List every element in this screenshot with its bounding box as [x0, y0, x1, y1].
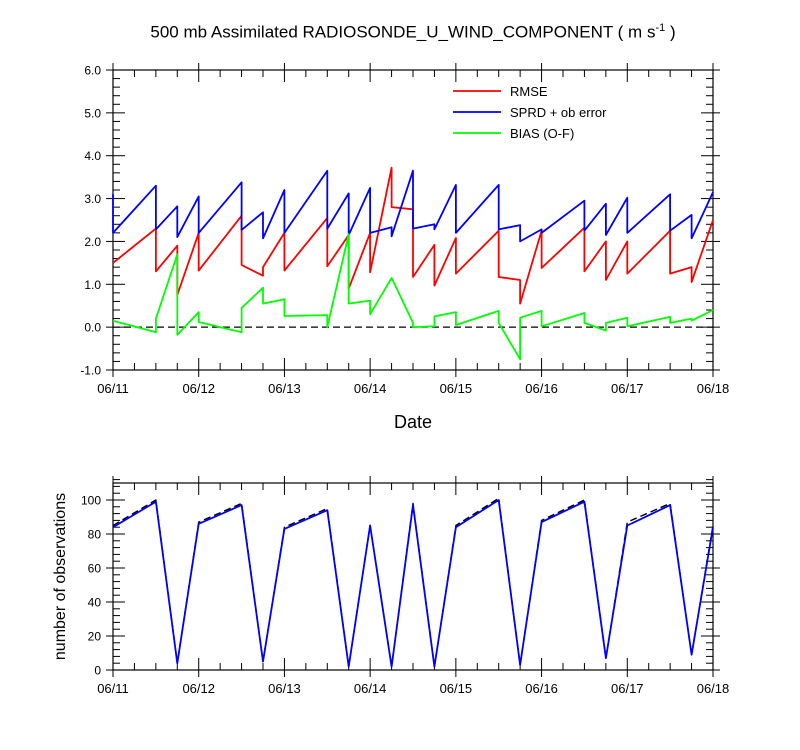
chart-title-unit-exponent: -1: [655, 22, 666, 34]
y-tick-label: 40: [88, 596, 102, 610]
x-tick-label: 06/16: [525, 681, 558, 696]
legend-label: BIAS (O-F): [510, 126, 574, 141]
x-tick-label: 06/17: [611, 381, 644, 396]
bottom-chart: 06/11 06/12 06/13 06/14 06/15 06/16 06/17 06/18…: [52, 476, 729, 696]
top-chart: 06/11 06/12 06/13 06/14 06/15 06/16 06/17 06/18…: [80, 63, 729, 432]
chart-title: 500 mb Assimilated RADIOSONDE_U_WIND_COM…: [0, 22, 800, 43]
x-tick-label: 06/13: [268, 381, 301, 396]
series-line-sprd-ob-error: [112, 169, 714, 243]
y-tick-label: 6.0: [84, 64, 101, 78]
y-tick-label: -1.0: [80, 364, 101, 378]
legend-label: SPRD + ob error: [510, 105, 607, 120]
series-line-used-observations: [112, 499, 714, 668]
x-tick-label: 06/17: [611, 681, 644, 696]
x-tick-label: 06/14: [354, 681, 387, 696]
x-tick-label: 06/16: [525, 381, 558, 396]
y-tick-label: 60: [88, 562, 102, 576]
y-tick-label: 1.0: [84, 278, 101, 292]
x-tick-label: 06/18: [697, 681, 730, 696]
series-line-possible-observations: [112, 497, 714, 668]
x-axis-label: Date: [394, 412, 432, 432]
x-tick-label: 06/15: [440, 381, 473, 396]
x-tick-label: 06/12: [182, 381, 215, 396]
x-tick-label: 06/15: [440, 681, 473, 696]
x-tick-label: 06/12: [182, 681, 215, 696]
y-tick-label: 3.0: [84, 192, 101, 206]
legend-label: RMSE: [510, 84, 548, 99]
y-tick-label: 0.0: [84, 321, 101, 335]
y-tick-label: 2.0: [84, 235, 101, 249]
series-line-bias-o-f: [112, 233, 714, 361]
y-tick-label: 4.0: [84, 149, 101, 163]
y-axis-label: number of observations: [52, 493, 69, 660]
x-tick-label: 06/18: [697, 381, 730, 396]
y-tick-label: 80: [88, 528, 102, 542]
y-tick-label: 0: [94, 664, 101, 678]
y-tick-label: 5.0: [84, 106, 101, 120]
chart-title-text: 500 mb Assimilated RADIOSONDE_U_WIND_COM…: [150, 22, 656, 42]
x-tick-label: 06/14: [354, 381, 387, 396]
x-tick-label: 06/13: [268, 681, 301, 696]
x-tick-label: 06/11: [97, 381, 129, 396]
y-tick-label: 100: [81, 494, 101, 508]
y-tick-label: 20: [88, 630, 102, 644]
chart-title-close: ): [665, 22, 676, 42]
x-tick-label: 06/11: [97, 681, 129, 696]
